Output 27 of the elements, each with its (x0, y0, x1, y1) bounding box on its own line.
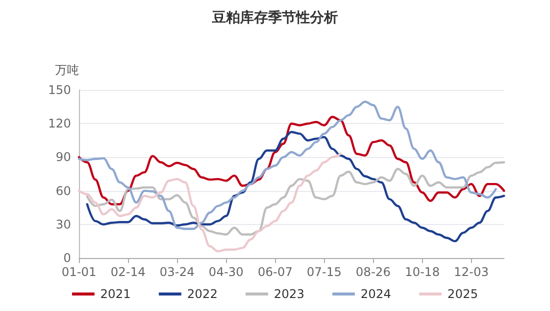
x-tick-label: 03-24 (160, 265, 195, 279)
x-tick-label: 04-30 (208, 265, 244, 279)
line-series (86, 161, 506, 236)
x-tick-label: 07-15 (306, 265, 342, 279)
line-series (78, 116, 506, 206)
x-tick-label: 06-07 (258, 265, 293, 279)
legend-label: 2022 (187, 287, 218, 301)
legend-label: 2025 (447, 287, 478, 301)
line-series (78, 100, 497, 230)
x-tick-label: 01-01 (62, 265, 96, 279)
y-tick-label: 30 (56, 217, 71, 232)
y-tick-label: 150 (48, 83, 71, 97)
x-tick-label: 12-03 (454, 265, 489, 279)
y-tick-label: 90 (56, 150, 71, 164)
legend-label: 2023 (274, 287, 304, 301)
x-tick-label: 10-18 (404, 265, 440, 279)
legend-label: 2021 (100, 287, 131, 301)
y-tick-label: 120 (48, 116, 71, 131)
y-axis-title: 万吨 (55, 63, 79, 77)
x-tick-label: 08-26 (356, 265, 391, 279)
y-tick-label: 60 (56, 184, 71, 198)
chart-title: 豆粕库存季节性分析 (211, 9, 338, 26)
legend-label: 2024 (360, 287, 392, 301)
line-series (86, 130, 506, 242)
y-tick-label: 0 (63, 251, 71, 265)
line-series (78, 152, 342, 252)
x-tick-label: 02-14 (110, 265, 146, 279)
